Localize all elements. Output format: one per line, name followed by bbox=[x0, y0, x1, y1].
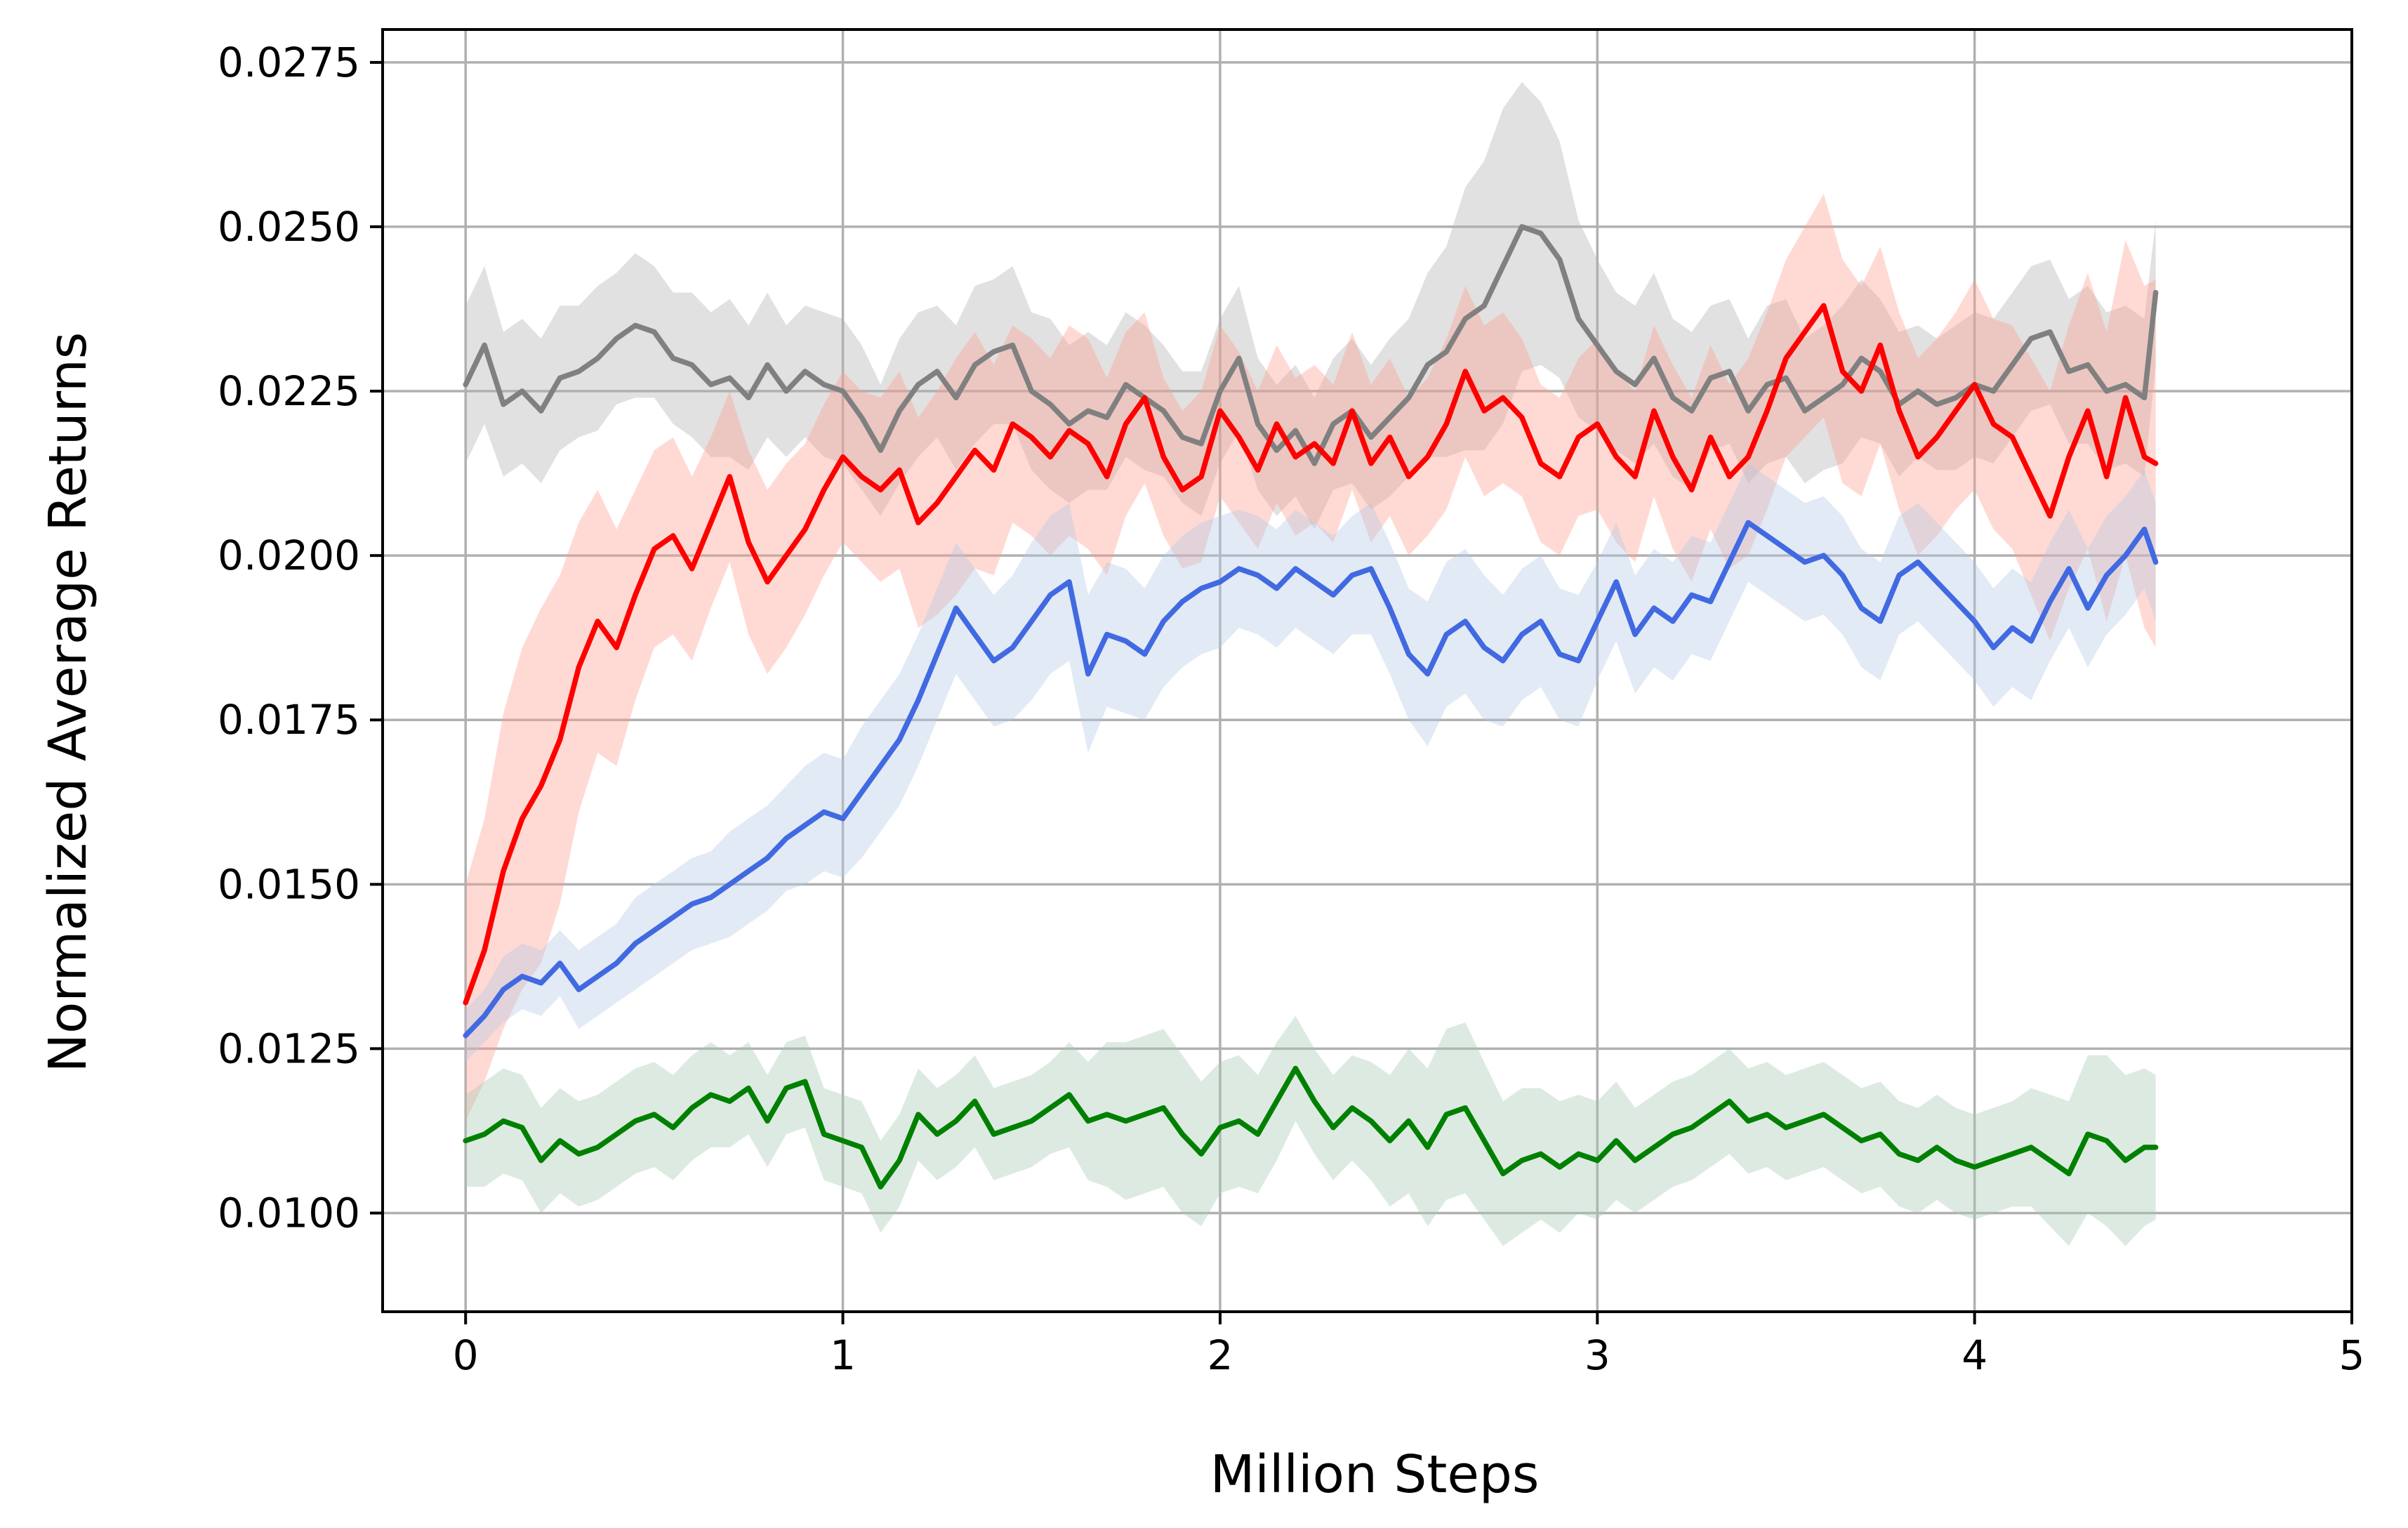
series-4-line bbox=[463, 1065, 2159, 1190]
y-tick-label: 0.0200 bbox=[218, 532, 360, 579]
y-tick-label: 0.0250 bbox=[218, 203, 360, 251]
x-tick-label: 3 bbox=[1585, 1331, 1610, 1379]
series-3-line bbox=[463, 520, 2159, 1039]
y-axis-label: Normalized Average Returns bbox=[38, 332, 98, 1073]
x-tick-label: 5 bbox=[2339, 1331, 2365, 1379]
plot-frame bbox=[381, 28, 2353, 1313]
x-tick-label: 4 bbox=[1962, 1331, 1987, 1379]
y-tick-label: 0.0275 bbox=[218, 39, 360, 86]
y-tick-label: 0.0150 bbox=[218, 860, 360, 908]
x-tick-label: 1 bbox=[830, 1331, 856, 1379]
series-3-band bbox=[465, 463, 2156, 1062]
x-tick-label: 0 bbox=[453, 1331, 479, 1379]
axes: 0 1 2 3 4 5 0.0100 0.0125 0.0150 0.0175 0.0200 0.02… bbox=[218, 28, 2365, 1379]
y-tick-label: 0.0175 bbox=[218, 696, 360, 744]
confidence-bands bbox=[465, 81, 2156, 1246]
series-2-band bbox=[465, 194, 2156, 1121]
y-tick-label: 0.0100 bbox=[218, 1190, 360, 1237]
series-1-line bbox=[463, 224, 2159, 466]
y-tick-label: 0.0125 bbox=[218, 1025, 360, 1072]
series-1-band bbox=[465, 81, 2156, 529]
series-2-line bbox=[463, 303, 2159, 1006]
y-tick-label: 0.0225 bbox=[218, 367, 360, 415]
series-4-band bbox=[465, 1015, 2156, 1246]
x-tick-label: 2 bbox=[1207, 1331, 1233, 1379]
x-axis-label: Million Steps bbox=[1210, 1444, 1540, 1505]
series-lines bbox=[463, 224, 2159, 1190]
